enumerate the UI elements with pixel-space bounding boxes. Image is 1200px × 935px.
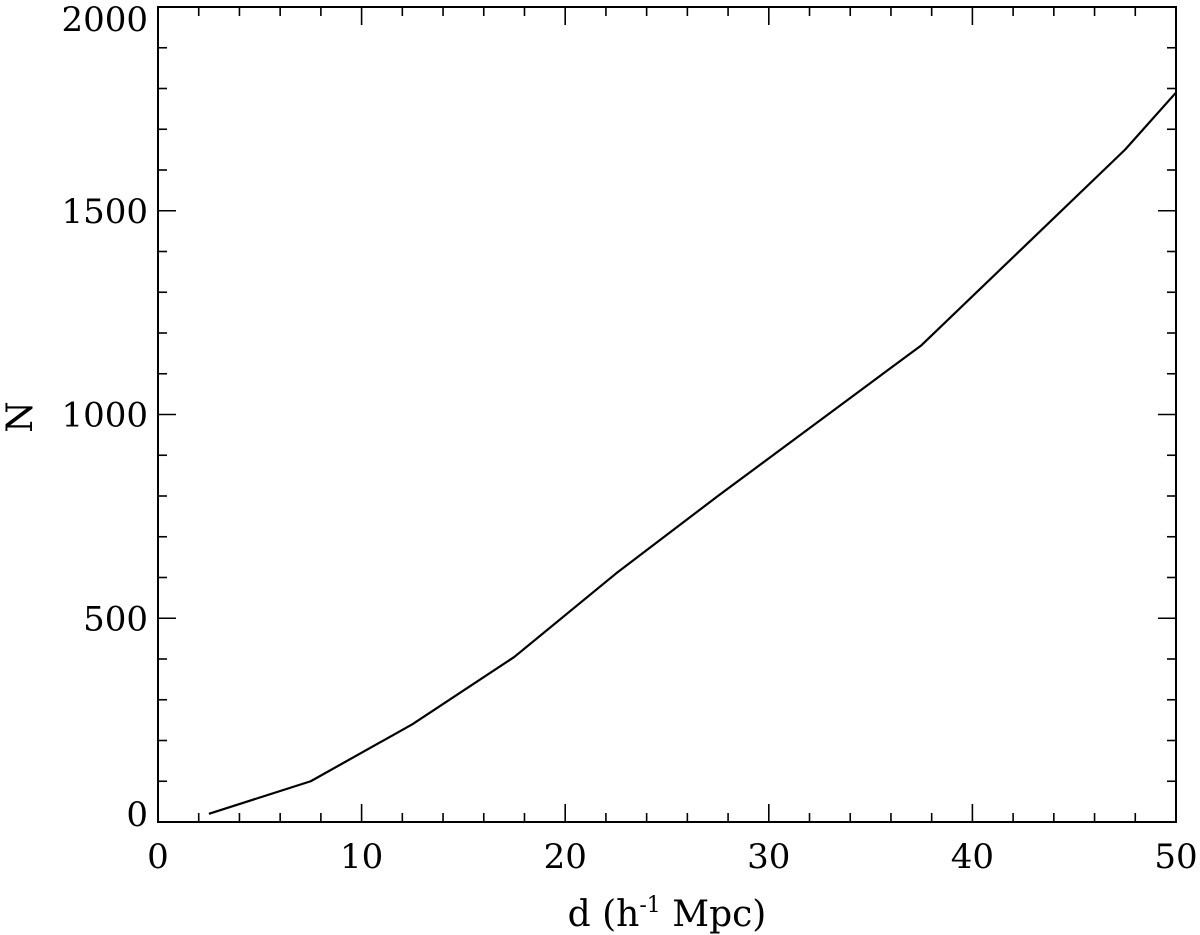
plot-frame [157, 6, 1177, 823]
y-tick-label: 0 [126, 795, 148, 835]
x-axis-title-superscript: -1 [639, 893, 660, 918]
x-axis-title-suffix: Mpc) [661, 894, 767, 935]
series-line [208, 91, 1177, 815]
y-tick-label: 1500 [61, 192, 148, 232]
major-ticks [157, 6, 1177, 823]
minor-ticks [158, 7, 1176, 822]
x-tick-label: 0 [147, 837, 169, 877]
x-axis-title-prefix: d (h [568, 894, 640, 935]
y-tick-label: 1000 [61, 396, 148, 436]
x-axis-title: d (h-1 Mpc) [568, 893, 767, 935]
x-tick-label: 10 [340, 837, 383, 877]
x-tick-label: 50 [1154, 837, 1197, 877]
x-tick-label: 30 [747, 837, 790, 877]
y-tick-label: 2000 [61, 0, 148, 40]
x-tick-label: 20 [544, 837, 587, 877]
y-axis-title: N [0, 401, 41, 433]
y-tick-label: 500 [83, 599, 148, 639]
series-layer [208, 91, 1177, 815]
x-tick-label: 40 [951, 837, 994, 877]
